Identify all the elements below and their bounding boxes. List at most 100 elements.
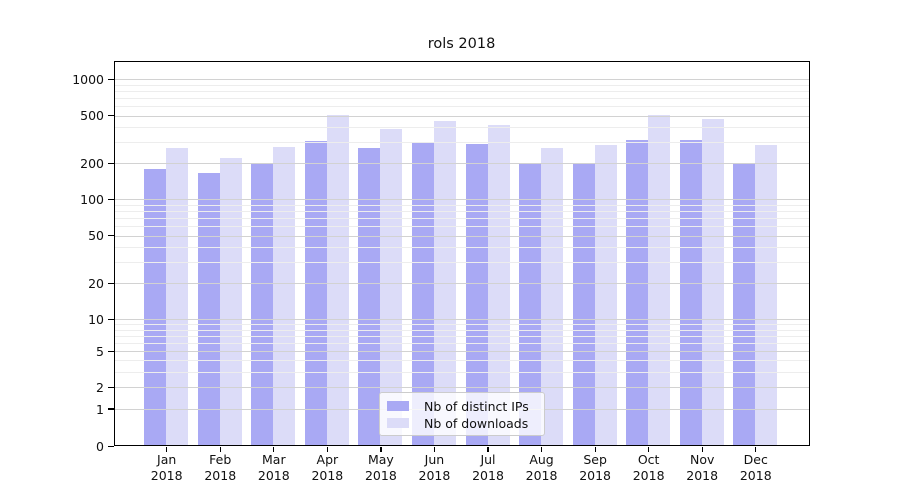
y-tick-mark bbox=[107, 282, 114, 285]
bar-distinct-ips-dec bbox=[733, 162, 756, 447]
bar-distinct-ips-oct bbox=[626, 140, 649, 447]
gridline-major bbox=[113, 351, 810, 353]
bar-downloads-dec bbox=[755, 145, 778, 447]
y-tick-mark bbox=[107, 408, 114, 410]
legend-swatch-downloads bbox=[387, 418, 409, 428]
gridline-minor bbox=[113, 329, 810, 331]
y-tick-mark bbox=[107, 235, 114, 237]
x-tick-mark bbox=[433, 446, 436, 452]
gridline-minor bbox=[113, 371, 810, 373]
x-tick-label-jun: Jun 2018 bbox=[389, 452, 479, 483]
x-tick-label-oct: Oct 2018 bbox=[604, 452, 694, 483]
gridline-major bbox=[113, 387, 810, 389]
gridline-minor bbox=[113, 262, 810, 264]
y-tick-mark bbox=[107, 318, 114, 321]
bar-downloads-apr bbox=[326, 115, 349, 447]
y-tick-label: 5 bbox=[96, 344, 104, 359]
x-tick-mark bbox=[219, 446, 221, 452]
y-tick-label: 20 bbox=[88, 275, 104, 291]
x-tick-mark bbox=[701, 446, 703, 452]
x-tick-mark bbox=[380, 446, 382, 452]
x-tick-mark bbox=[487, 446, 489, 452]
x-tick-label-jan: Jan 2018 bbox=[122, 452, 212, 483]
x-tick-label-mar: Mar 2018 bbox=[229, 452, 319, 483]
x-label-month: Jun bbox=[424, 452, 445, 467]
x-label-month: May bbox=[367, 452, 394, 467]
y-tick-label: 0 bbox=[96, 439, 104, 454]
y-tick-label: 10 bbox=[88, 312, 104, 327]
bar-downloads-feb bbox=[219, 158, 242, 447]
x-label-year: 2018 bbox=[311, 467, 344, 483]
x-tick-label-jul: Jul 2018 bbox=[443, 452, 533, 483]
legend-swatch-distinct-ips bbox=[387, 401, 409, 411]
y-tick-mark bbox=[107, 445, 114, 448]
x-tick-mark bbox=[273, 446, 275, 452]
x-label-year: 2018 bbox=[472, 467, 504, 483]
bar-downloads-oct bbox=[648, 115, 671, 447]
x-tick-label-dec: Dec 2018 bbox=[711, 452, 801, 483]
gridline-minor bbox=[113, 218, 810, 220]
x-tick-label-feb: Feb 2018 bbox=[175, 452, 265, 483]
x-label-month: Nov bbox=[689, 452, 715, 467]
legend: Nb of distinct IPs Nb of downloads bbox=[379, 392, 545, 436]
gridline-minor bbox=[113, 211, 810, 213]
x-label-year: 2018 bbox=[257, 467, 290, 483]
x-tick-mark bbox=[648, 446, 650, 452]
x-label-month: Jan bbox=[157, 452, 177, 467]
x-label-year: 2018 bbox=[418, 467, 451, 483]
bar-distinct-ips-jul bbox=[465, 143, 488, 447]
x-label-year: 2018 bbox=[364, 467, 397, 483]
legend-row-distinct-ips: Nb of distinct IPs bbox=[387, 398, 536, 414]
gridline-minor bbox=[113, 106, 810, 108]
x-label-month: Oct bbox=[637, 452, 660, 467]
y-tick-label: 500 bbox=[80, 108, 104, 124]
gridline-minor bbox=[113, 91, 810, 93]
gridline-minor bbox=[113, 335, 810, 337]
y-tick-label: 2 bbox=[96, 380, 104, 395]
x-label-month: Mar bbox=[262, 452, 286, 467]
x-tick-mark bbox=[540, 446, 543, 452]
x-tick-label-may: May 2018 bbox=[336, 452, 426, 483]
bar-distinct-ips-may bbox=[358, 147, 381, 447]
gridline-minor bbox=[113, 84, 810, 86]
x-label-month: Apr bbox=[316, 452, 339, 467]
gridline-minor bbox=[113, 142, 810, 144]
x-label-month: Aug bbox=[529, 452, 554, 467]
x-label-year: 2018 bbox=[525, 467, 558, 483]
gridline-minor bbox=[113, 343, 810, 345]
gridline-major bbox=[113, 283, 810, 285]
gridline-minor bbox=[113, 98, 810, 100]
bar-downloads-jan bbox=[166, 147, 189, 447]
gridline-major bbox=[113, 319, 810, 321]
gridline-minor bbox=[113, 324, 810, 326]
x-label-month: Dec bbox=[743, 452, 768, 467]
bar-distinct-ips-apr bbox=[304, 140, 327, 447]
x-label-month: Sep bbox=[583, 452, 607, 467]
bar-downloads-may bbox=[380, 128, 403, 447]
gridline-minor bbox=[113, 204, 810, 206]
gridline-minor bbox=[113, 360, 810, 362]
gridline-major bbox=[113, 79, 810, 81]
y-tick-mark bbox=[107, 198, 114, 201]
bar-distinct-ips-feb bbox=[197, 173, 220, 447]
gridline-major bbox=[113, 199, 810, 201]
legend-row-downloads: Nb of downloads bbox=[387, 415, 536, 431]
y-tick-label: 200 bbox=[80, 155, 104, 171]
x-label-year: 2018 bbox=[739, 467, 772, 483]
x-tick-label-aug: Aug 2018 bbox=[497, 452, 587, 483]
bar-downloads-mar bbox=[273, 146, 296, 447]
y-tick-label: 1000 bbox=[72, 72, 104, 87]
gridline-major bbox=[113, 115, 810, 117]
bar-downloads-nov bbox=[701, 119, 724, 447]
x-tick-label-apr: Apr 2018 bbox=[282, 452, 372, 483]
bar-distinct-ips-nov bbox=[679, 140, 702, 447]
plot-area bbox=[113, 61, 810, 447]
chart-title: rols 2018 bbox=[427, 36, 496, 52]
x-label-year: 2018 bbox=[150, 467, 183, 483]
legend-label-distinct-ips: Nb of distinct IPs bbox=[424, 398, 529, 414]
x-tick-mark bbox=[594, 446, 596, 452]
bar-distinct-ips-mar bbox=[251, 163, 274, 447]
y-tick-mark bbox=[107, 386, 114, 389]
gridline-minor bbox=[113, 247, 810, 249]
